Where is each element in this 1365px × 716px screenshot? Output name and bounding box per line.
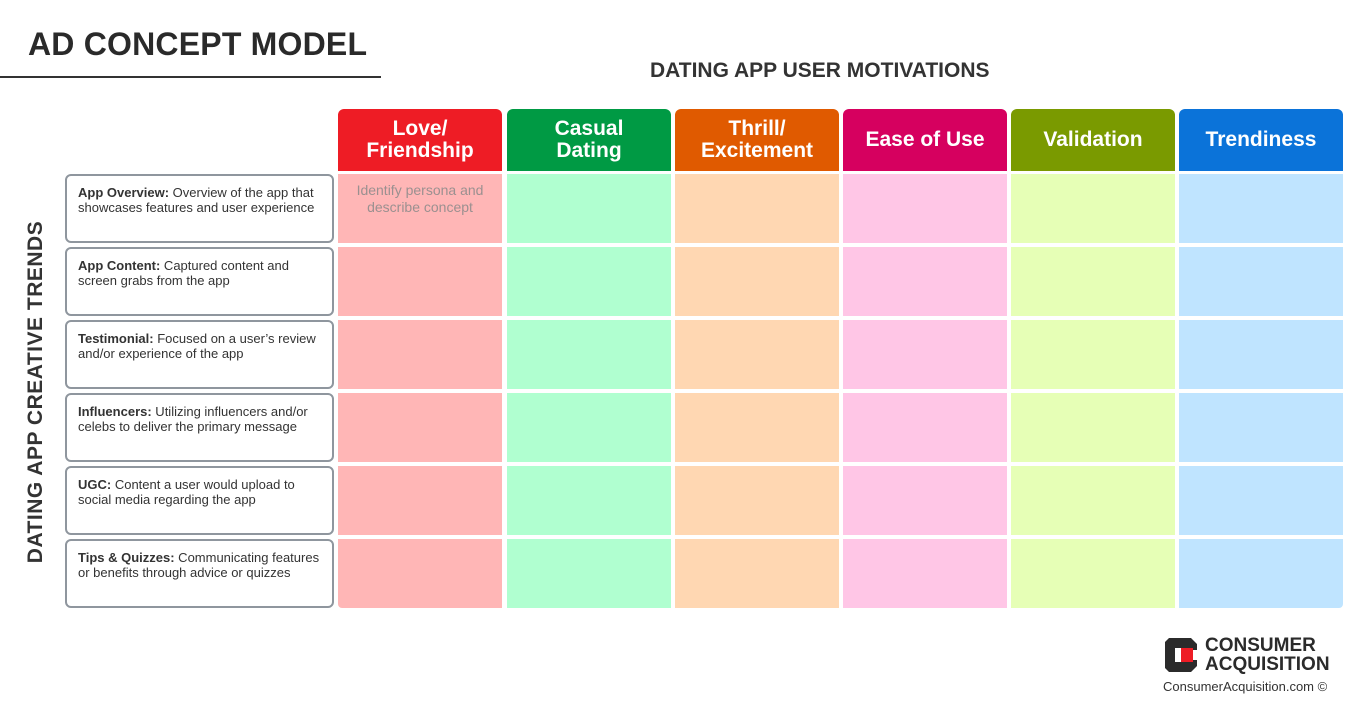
column-header-5: Trendiness [1179,109,1343,171]
consumer-acquisition-logo-icon [1165,638,1197,672]
grid-cell [338,320,502,389]
grid-cell [675,247,839,316]
grid-cell [507,320,671,389]
grid-cell [675,539,839,608]
column-header-line2: Dating [556,139,622,162]
row-label-2: Testimonial: Focused on a user’s review … [65,320,334,389]
grid-cell [1011,320,1175,389]
grid-cell [1179,320,1343,389]
grid-cell [675,393,839,462]
grid-cell [1011,174,1175,243]
row-label-title: UGC: [78,477,112,492]
grid-cell [338,393,502,462]
row-label-title: Tips & Quizzes: [78,550,175,565]
row-label-description: Focused on a user’s review and/or experi… [78,331,316,361]
row-label-3: Influencers: Utilizing influencers and/o… [65,393,334,462]
column-header-line1: Love/ [392,117,448,140]
brand-url: ConsumerAcquisition.com © [1163,679,1328,694]
column-header-1: Casual Dating [507,109,671,171]
grid-cell [843,466,1007,535]
column-header-line1: Thrill/ [728,117,786,140]
grid-cell [843,393,1007,462]
grid-cell [675,466,839,535]
column-header-line1: Validation [1043,128,1143,151]
grid-cell [1011,393,1175,462]
row-label-5: Tips & Quizzes: Communicating features o… [65,539,334,608]
grid-cell [1011,466,1175,535]
grid-cell [507,466,671,535]
grid-cell [507,174,671,243]
row-label-description: Communicating features or benefits throu… [78,550,320,580]
brand-name-line2: ACQUISITION [1205,654,1330,675]
row-label-title: App Content: [78,258,161,273]
grid-cell [507,539,671,608]
grid-cell [1011,539,1175,608]
column-header-line2: Friendship [366,139,474,162]
row-label-description: Utilizing influencers and/or celebs to d… [78,404,308,434]
grid-cell: Identify persona and describe concept [338,174,502,243]
grid-cell [507,247,671,316]
grid-cell [338,466,502,535]
page-title: AD CONCEPT MODEL [28,26,368,62]
motivations-header: DATING APP USER MOTIVATIONS [650,59,990,82]
row-label-title: Testimonial: [78,331,154,346]
row-label-description: Content a user would upload to social me… [78,477,295,507]
column-header-line1: Trendiness [1205,128,1317,151]
column-header-3: Ease of Use [843,109,1007,171]
grid-cell [675,174,839,243]
column-header-line1: Casual [554,117,624,140]
column-header-line2: Excitement [700,139,814,162]
grid-cell [1179,247,1343,316]
grid-cell [1179,539,1343,608]
grid-cell [1179,393,1343,462]
cell-placeholder-text: Identify persona and describe concept [356,182,484,215]
title-underline [0,76,381,78]
row-label-4: UGC: Content a user would upload to soci… [65,466,334,535]
row-label-title: App Overview: [78,185,170,200]
brand-name-line1: CONSUMER [1205,635,1316,656]
row-label-1: App Content: Captured content and screen… [65,247,334,316]
grid-cell [1179,174,1343,243]
column-header-0: Love/Friendship [338,109,502,171]
grid-cell [843,320,1007,389]
grid-cell [843,247,1007,316]
grid-cell [843,174,1007,243]
grid-cell [1011,247,1175,316]
row-label-0: App Overview: Overview of the app that s… [65,174,334,243]
column-header-4: Validation [1011,109,1175,171]
grid-cell [338,539,502,608]
creative-trends-header: DATING APP CREATIVE TRENDS [24,220,47,564]
grid-cell [1179,466,1343,535]
grid-cell [507,393,671,462]
row-label-title: Influencers: [78,404,152,419]
row-label-description: Overview of the app that showcases featu… [78,185,315,215]
row-label-description: Captured content and screen grabs from t… [78,258,289,288]
grid-cell [338,247,502,316]
grid-cell [675,320,839,389]
grid-cell [843,539,1007,608]
column-header-line1: Ease of Use [865,128,985,151]
column-header-2: Thrill/Excitement [675,109,839,171]
